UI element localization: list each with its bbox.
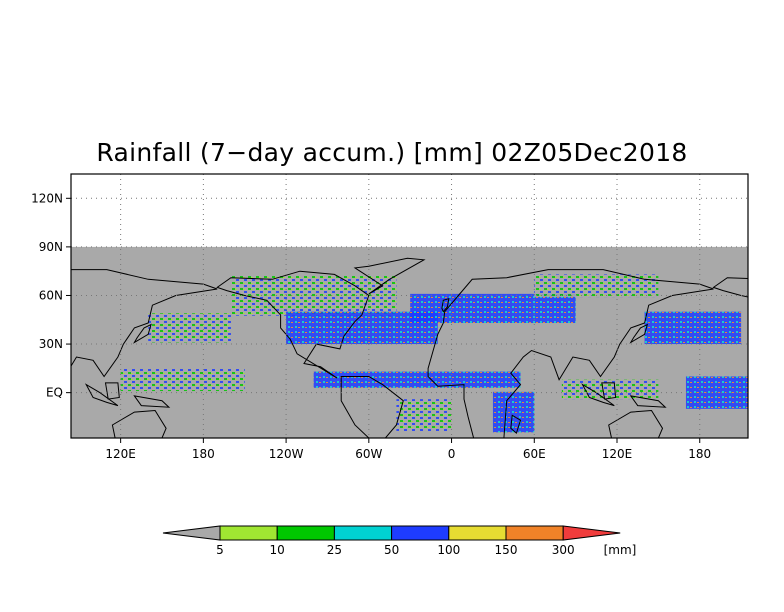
colorbar-label: 150 bbox=[495, 543, 518, 557]
lon-tick-label: 60W bbox=[355, 447, 382, 461]
colorbar-label: 5 bbox=[216, 543, 224, 557]
graticule bbox=[71, 174, 748, 438]
lat-tick-label: EQ bbox=[46, 386, 63, 400]
map-title: Rainfall (7−day accum.) [mm] 02Z05Dec201… bbox=[96, 138, 688, 167]
rain-band bbox=[148, 313, 231, 343]
coastline bbox=[133, 323, 152, 344]
colorbar-bin bbox=[276, 525, 335, 541]
colorbar-bin bbox=[219, 525, 278, 541]
rain-band bbox=[410, 293, 576, 324]
lon-tick-label: 120E bbox=[105, 447, 136, 461]
coastline bbox=[71, 269, 218, 378]
colorbar-bin bbox=[391, 525, 450, 541]
rain-band bbox=[534, 274, 659, 298]
coastline bbox=[510, 414, 522, 434]
colorbar-unit: [mm] bbox=[604, 543, 637, 557]
colorbar-bin bbox=[448, 525, 507, 541]
coastline bbox=[441, 297, 450, 313]
coastline bbox=[601, 382, 617, 400]
coastline bbox=[133, 395, 171, 408]
colorbar-bin bbox=[333, 525, 393, 541]
lon-tick-label: 180 bbox=[688, 447, 711, 461]
coastline bbox=[104, 382, 120, 400]
colorbar-label: 50 bbox=[384, 543, 399, 557]
colorbar-label: 100 bbox=[437, 543, 460, 557]
rain-band bbox=[313, 371, 521, 388]
lat-tick-label: 60N bbox=[39, 288, 63, 302]
coastline bbox=[581, 383, 615, 407]
lat-tick-label: 90N bbox=[39, 240, 63, 254]
coastline bbox=[629, 395, 667, 408]
rain-band bbox=[561, 379, 659, 400]
lat-tick-label: 120N bbox=[31, 191, 63, 205]
rain-band bbox=[396, 399, 452, 432]
rain-band bbox=[120, 368, 245, 392]
lon-tick-label: 180 bbox=[192, 447, 215, 461]
colorbar-label: 25 bbox=[327, 543, 342, 557]
colorbar-label: 300 bbox=[552, 543, 575, 557]
coastline bbox=[111, 409, 167, 438]
colorbar-over-triangle bbox=[562, 525, 621, 541]
coastline bbox=[340, 376, 404, 438]
rain-band bbox=[492, 391, 535, 433]
colorbar-label: 10 bbox=[270, 543, 285, 557]
lat-tick-label: 30N bbox=[39, 337, 63, 351]
lon-tick-label: 120E bbox=[602, 447, 633, 461]
map-frame bbox=[70, 173, 749, 439]
lon-tick-label: 120W bbox=[269, 447, 304, 461]
lon-tick-label: 60E bbox=[523, 447, 546, 461]
lon-tick-label: 0 bbox=[448, 447, 456, 461]
rain-band bbox=[644, 311, 742, 345]
rain-bands bbox=[120, 274, 748, 433]
coastline bbox=[608, 409, 664, 438]
colorbar-bin bbox=[505, 525, 564, 541]
coastline bbox=[84, 383, 119, 407]
latitude-axis: 120N 90N 60N 30N EQ bbox=[31, 191, 71, 400]
coastline bbox=[353, 257, 426, 295]
coastline bbox=[629, 323, 649, 344]
coastline bbox=[427, 269, 714, 438]
colorbar-under-triangle bbox=[162, 525, 221, 541]
longitude-axis: 120E 180 120W 60W 0 60E 120E 180 bbox=[105, 438, 711, 461]
